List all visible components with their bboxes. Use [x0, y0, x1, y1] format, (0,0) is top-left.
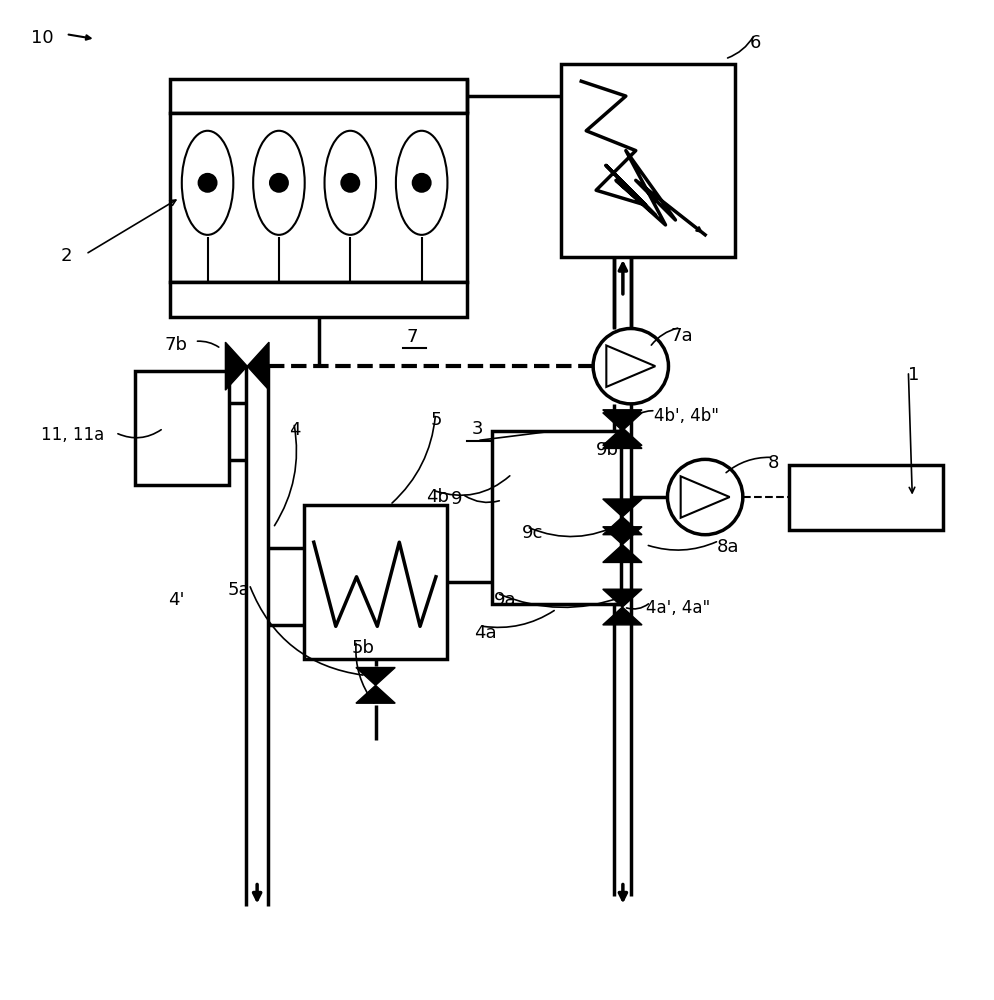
Text: 4b', 4b": 4b', 4b"	[654, 407, 719, 425]
Bar	[170, 282, 467, 317]
Bar	[170, 113, 467, 282]
Polygon shape	[602, 499, 642, 517]
Bar	[562, 64, 735, 257]
Ellipse shape	[396, 131, 447, 235]
Text: 10: 10	[31, 29, 54, 47]
Polygon shape	[602, 428, 642, 445]
Text: 11, 11a: 11, 11a	[41, 426, 104, 444]
Polygon shape	[602, 517, 642, 535]
Ellipse shape	[413, 174, 430, 192]
Text: 5b: 5b	[351, 639, 375, 657]
Text: 4b: 4b	[425, 488, 448, 506]
Text: 9a: 9a	[494, 591, 517, 609]
Polygon shape	[602, 413, 642, 431]
Text: 4a', 4a": 4a', 4a"	[646, 599, 710, 617]
Bar	[492, 431, 621, 604]
Bar	[135, 371, 230, 485]
Ellipse shape	[270, 174, 288, 192]
Text: 8: 8	[767, 454, 779, 472]
Text: 8a: 8a	[717, 538, 740, 556]
Ellipse shape	[341, 174, 359, 192]
Text: 9c: 9c	[522, 524, 543, 542]
Ellipse shape	[199, 174, 217, 192]
Circle shape	[593, 329, 669, 404]
Polygon shape	[248, 342, 269, 390]
Polygon shape	[356, 668, 396, 685]
Polygon shape	[602, 410, 642, 428]
Bar	[170, 79, 467, 113]
Text: 6: 6	[749, 34, 761, 52]
Ellipse shape	[253, 131, 305, 235]
Text: 2: 2	[61, 247, 73, 265]
Text: 1: 1	[909, 366, 919, 384]
Polygon shape	[602, 545, 642, 562]
Text: 7: 7	[407, 328, 418, 346]
Ellipse shape	[182, 131, 234, 235]
Polygon shape	[602, 589, 642, 607]
Polygon shape	[602, 607, 642, 625]
Polygon shape	[602, 431, 642, 448]
Text: 4': 4'	[168, 591, 185, 609]
Polygon shape	[602, 527, 642, 545]
Circle shape	[668, 459, 743, 535]
Polygon shape	[226, 342, 248, 390]
Text: 5: 5	[430, 411, 442, 429]
Text: 3: 3	[471, 420, 483, 438]
Text: 7b: 7b	[165, 336, 188, 354]
Ellipse shape	[324, 131, 376, 235]
Polygon shape	[681, 476, 730, 518]
Text: 4a: 4a	[474, 624, 497, 642]
Polygon shape	[606, 345, 655, 387]
Text: 4: 4	[289, 421, 300, 439]
Bar	[304, 505, 447, 659]
Bar	[789, 465, 943, 530]
Polygon shape	[356, 685, 396, 703]
Text: 5a: 5a	[228, 581, 250, 599]
Text: 9b: 9b	[596, 441, 619, 459]
Text: 7a: 7a	[671, 327, 693, 345]
Text: 9: 9	[450, 490, 462, 508]
